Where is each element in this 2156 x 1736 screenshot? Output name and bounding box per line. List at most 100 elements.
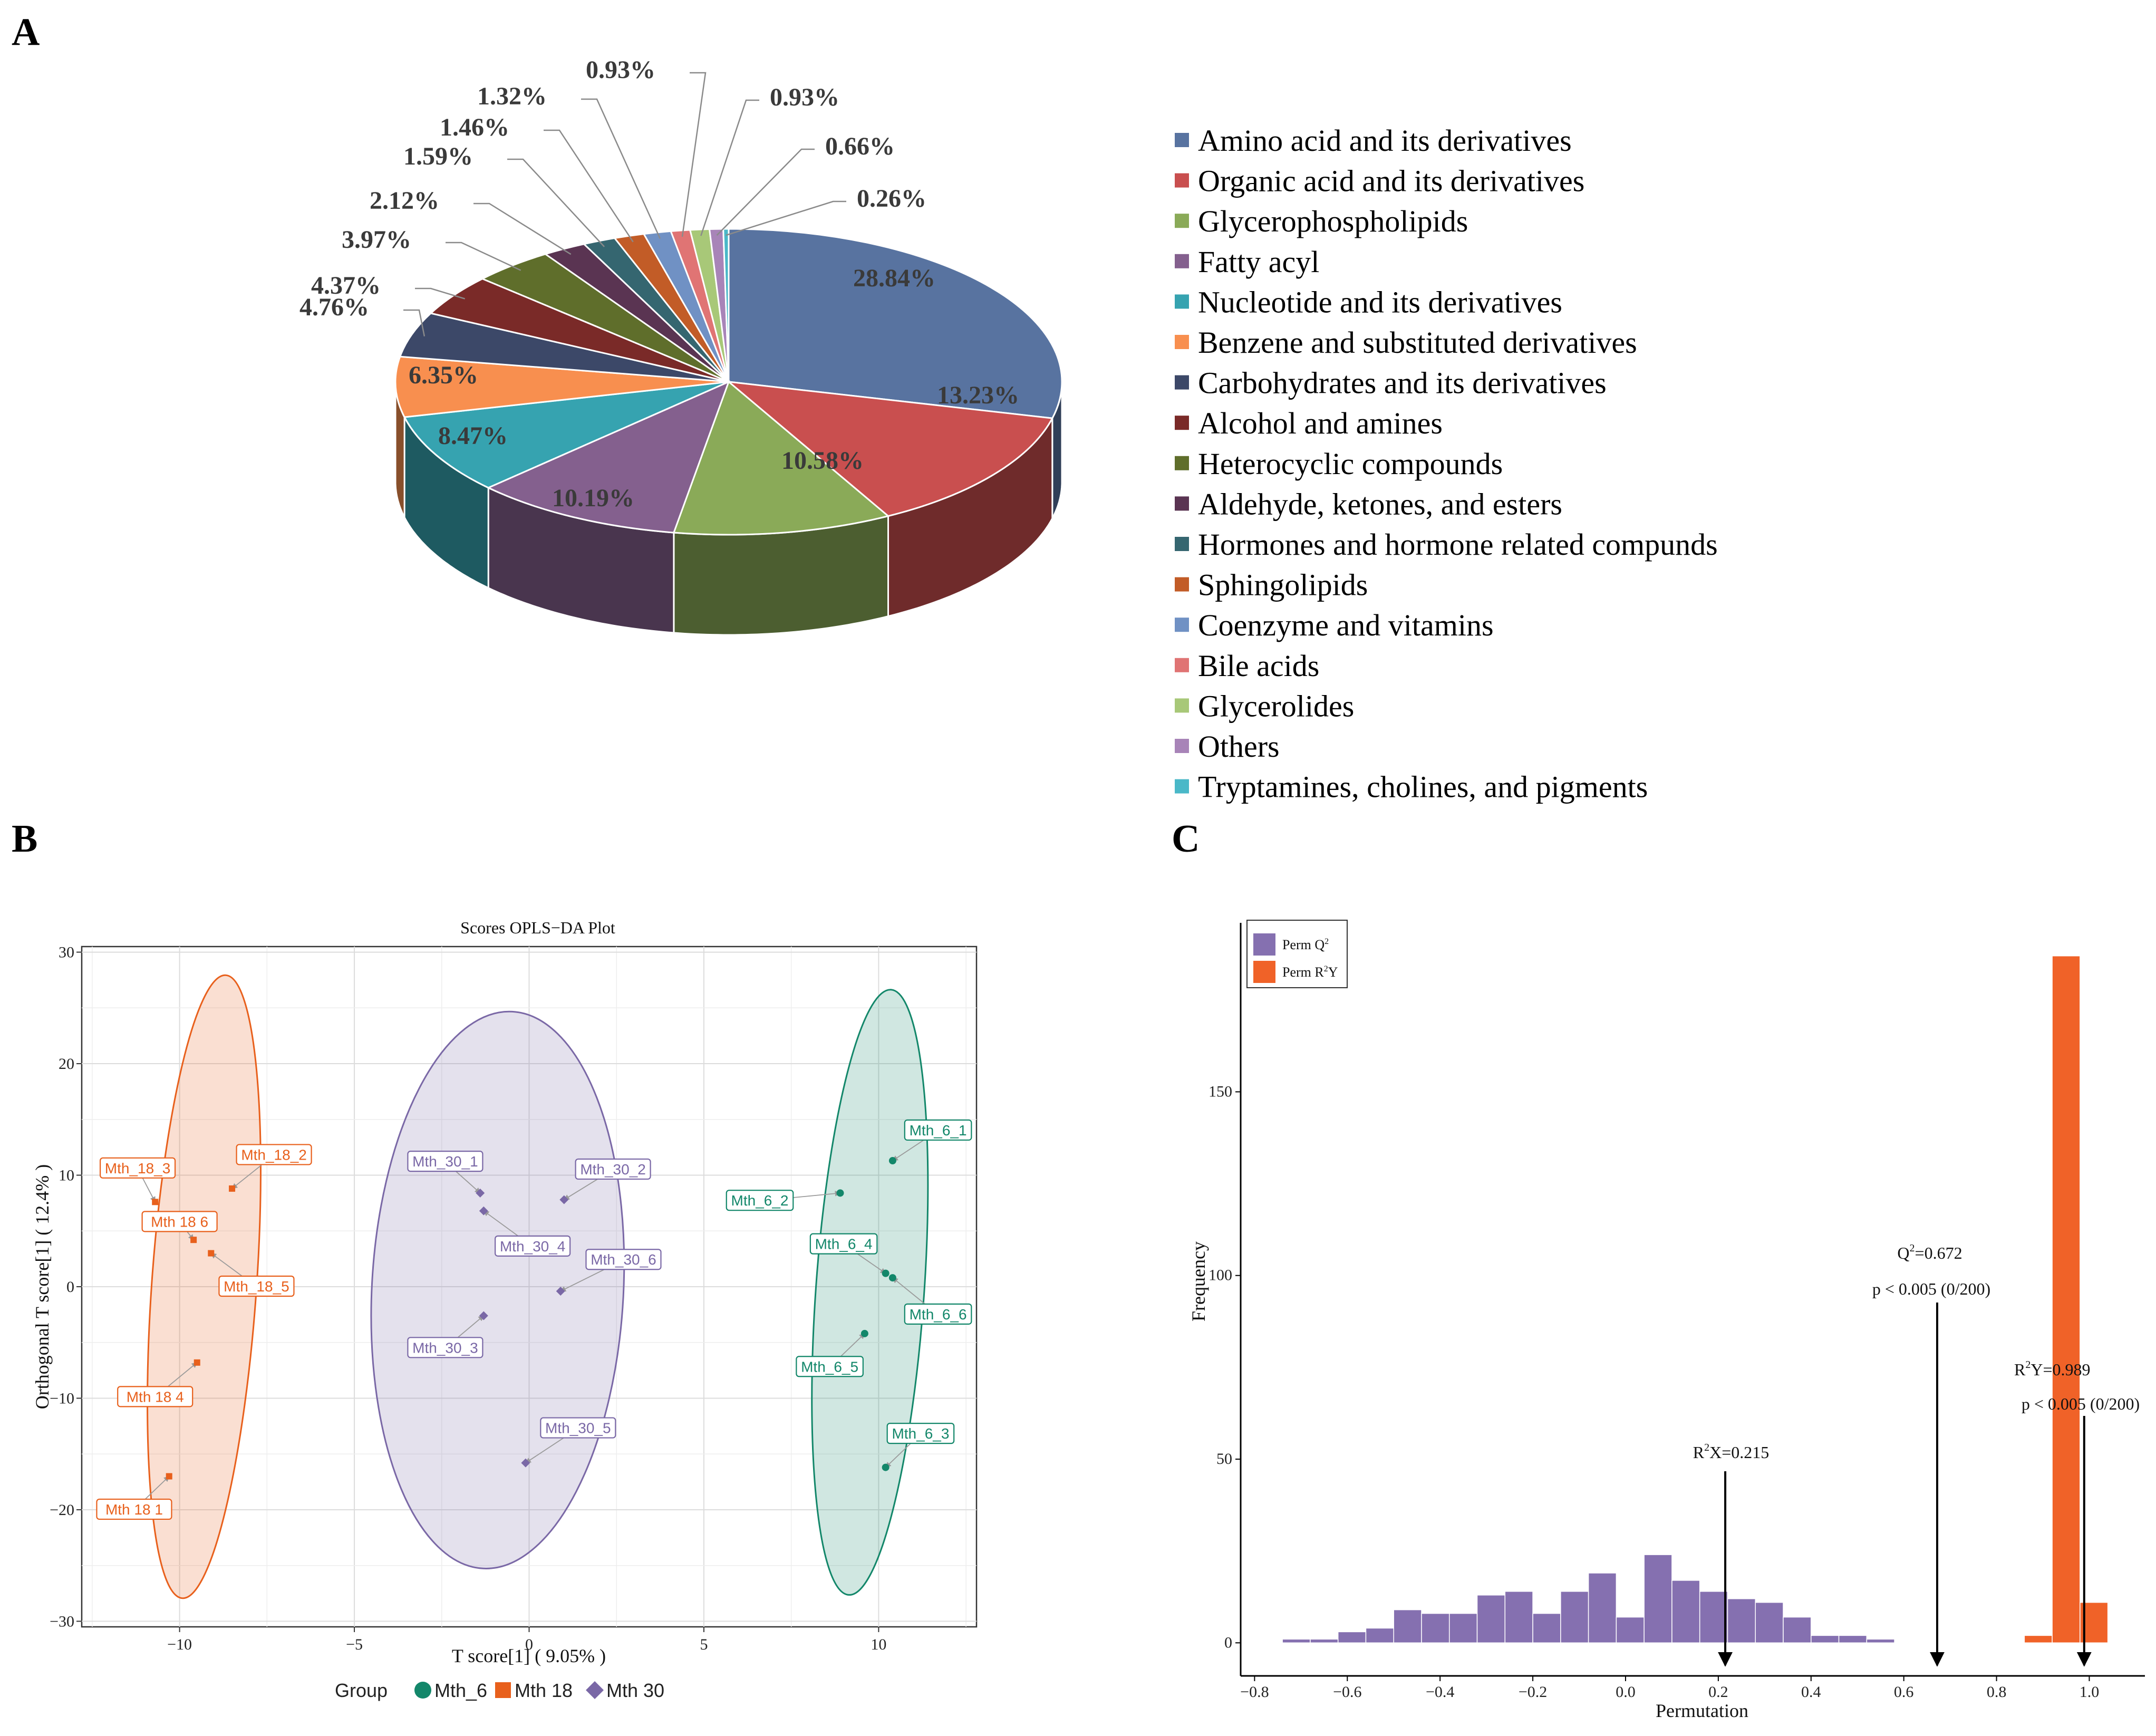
point-label: Mth_30_2 (575, 1158, 651, 1180)
histogram-bar (1365, 1627, 1394, 1644)
pie-leader-10 (507, 158, 605, 247)
pie-leader-9 (473, 202, 572, 255)
point-label-text: Mth_6_3 (892, 1425, 949, 1442)
point-marker (476, 1188, 485, 1198)
plot-c-ticks: −0.8 −0.6 −0.4 −0.2 0.0 0.2 0.4 0.6 0.8 1.0 0 50 100… (1208, 1083, 2099, 1701)
point-label: Mth_18_2 (236, 1144, 312, 1165)
tick-label-c-x: 0.4 (1801, 1683, 1821, 1701)
pie-legend-swatch-15 (1175, 739, 1189, 753)
point-marker (479, 1206, 488, 1216)
point-label-box (96, 1498, 172, 1520)
legend-c-text: Perm Q (1282, 937, 1324, 952)
histogram-bar (1532, 1613, 1561, 1644)
annotation-text: p < 0.005 (0/200) (1872, 1279, 1990, 1298)
point-label-box (141, 1211, 218, 1232)
legend-c-superscript: 2 (1324, 965, 1328, 973)
plot-b-title: Scores OPLS−DA Plot (460, 918, 615, 937)
annotation-r2x-line-0: R2X=0.215 (1693, 1442, 1770, 1462)
tick-label-c-y: 50 (1216, 1450, 1232, 1468)
point-label-text: Mth 18 4 (127, 1388, 184, 1405)
pie-legend-swatch-5 (1175, 335, 1189, 349)
pie-slice-4 (403, 381, 729, 489)
histogram-bar (1755, 1602, 1784, 1644)
point-marker (556, 1286, 565, 1296)
legend-b-marker (495, 1682, 511, 1698)
histogram-bar (1838, 1635, 1868, 1644)
point-marker (882, 1269, 890, 1277)
point-marker (166, 1473, 172, 1480)
pie-label-3: 10.19% (552, 484, 634, 512)
point-label-box (99, 1157, 176, 1179)
point-label: Mth 18 6 (141, 1211, 218, 1232)
tick-label-c-x: −0.4 (1426, 1683, 1454, 1701)
panel-letter-c: C (1172, 817, 1200, 861)
point-label-text: Mth_30_6 (591, 1251, 656, 1268)
pie-legend-label-8: Heterocyclic compounds (1198, 447, 1503, 481)
point-label: Mth_30_6 (585, 1249, 662, 1270)
legend-c-swatch (1253, 961, 1275, 983)
pie-label-10: 1.59% (403, 142, 473, 170)
pie-label-14: 0.93% (770, 83, 839, 111)
pie-slice-6 (399, 312, 729, 383)
point-label-text: Mth_30_3 (412, 1339, 478, 1356)
pie-legend-swatch-14 (1175, 698, 1189, 713)
point-label-box (218, 1275, 295, 1297)
histogram-bar (1811, 1635, 1840, 1644)
annotation-r2y-line-0: R2Y=0.989 (2014, 1359, 2091, 1379)
pie-legend-swatch-12 (1175, 618, 1189, 632)
tick-label-b-x: −5 (346, 1636, 363, 1653)
tick-label-c-x: −0.8 (1240, 1683, 1269, 1701)
pie-label-1: 13.23% (937, 381, 1019, 409)
point-label: Mth_6_1 (904, 1119, 972, 1141)
point-label-box (904, 1119, 972, 1141)
pie-label-5: 6.35% (409, 361, 478, 389)
tick-label-b-y: −20 (50, 1501, 74, 1519)
tick-label-b-y: 30 (59, 944, 74, 961)
legend-c-text: Perm R (1282, 965, 1324, 980)
pie-leader-7 (415, 287, 466, 300)
tick-label-b-y: 0 (66, 1278, 74, 1296)
annotation-text: R (1693, 1443, 1705, 1462)
tick-label-c-x: 0.6 (1894, 1683, 1914, 1701)
legend-b-label: Mth_6 (434, 1680, 487, 1701)
pie-leader-lines (403, 72, 846, 337)
pie-legend-label-3: Fatty acyl (1198, 245, 1319, 279)
point-label-text: Mth 18 6 (151, 1213, 208, 1230)
point-marker (861, 1329, 868, 1337)
pie-legend-label-16: Tryptamines, cholines, and pigments (1198, 770, 1648, 804)
histogram-bar (1337, 1631, 1367, 1644)
histogram-bar (1616, 1616, 1645, 1644)
tick-label-c-y: 100 (1208, 1267, 1232, 1284)
pie-legend-label-11: Sphingolipids (1198, 568, 1368, 602)
pie-legend-swatch-9 (1175, 496, 1189, 511)
histogram-bar (1699, 1591, 1728, 1644)
plot-b-legend: Group Mth_6 Mth 18 Mth 30 (335, 1680, 664, 1701)
histogram-bar (1866, 1638, 1895, 1644)
pie-chart: 28.84% 13.23% 10.58% 10.19% 8.47% 6.35% 4.76%4… (299, 56, 1063, 636)
point-marker (229, 1185, 236, 1192)
tick-label-c-x: 0.0 (1616, 1683, 1636, 1701)
point-label-text: Mth_30_1 (412, 1153, 478, 1170)
tick-label-b-y: −10 (50, 1390, 74, 1407)
histogram-bar (2052, 955, 2081, 1644)
histogram-bar (1421, 1613, 1450, 1644)
pie-top (394, 228, 1063, 536)
histogram-bar (1310, 1638, 1339, 1644)
pie-legend-swatch-6 (1175, 375, 1189, 390)
annotation-text: Q (1897, 1243, 1909, 1262)
pie-legend-label-0: Amino acid and its derivatives (1198, 123, 1572, 158)
annotation-superscript: 2 (1704, 1442, 1709, 1453)
pie-legend-swatch-11 (1175, 577, 1189, 592)
point-label: Mth_6_2 (726, 1190, 794, 1211)
point-label-text: Mth_18_5 (224, 1278, 289, 1295)
point-label-box (809, 1233, 878, 1255)
histogram-bar (1588, 1573, 1617, 1644)
pie-label-0: 28.84% (853, 264, 935, 292)
pie-label-6: 4.76% (299, 293, 369, 321)
point-label-box (407, 1151, 484, 1172)
histogram-bar (1393, 1609, 1422, 1644)
annotation-text: R (2014, 1360, 2026, 1379)
tick-label-c-x: −0.2 (1519, 1683, 1547, 1701)
